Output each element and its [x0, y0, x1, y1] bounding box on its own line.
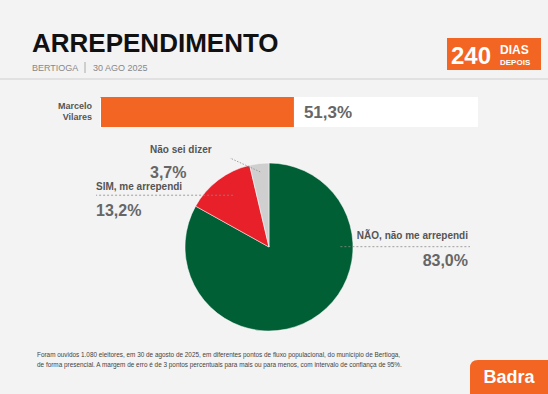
bar	[100, 97, 294, 127]
footnote: de forma presencial. A margem de erro é …	[37, 361, 402, 369]
slice-value-label: 13,2%	[96, 202, 141, 219]
leader-line	[96, 195, 233, 196]
badge-top: DIAS	[500, 43, 529, 57]
category-label-line: Vilares	[63, 112, 92, 122]
badge-box	[447, 38, 541, 70]
axis-line	[100, 98, 101, 128]
header-rule	[0, 79, 548, 80]
place: BERTIOGA	[32, 63, 78, 73]
footnote: Foram ouvidos 1.080 eleitores, em 30 de …	[37, 351, 400, 359]
slice-name: SIM, me arrependi	[96, 181, 182, 192]
title: ARREPENDIMENTO	[32, 28, 279, 58]
pie-group	[185, 163, 353, 331]
subtitle-divider	[85, 62, 86, 73]
bar-track	[100, 97, 478, 127]
pie-slice	[250, 163, 269, 247]
badge-bottom: DEPOIS	[500, 58, 531, 67]
slice-value-label: 3,7%	[150, 164, 186, 181]
date: 30 AGO 2025	[93, 63, 148, 73]
category-label: MarceloVilares	[58, 101, 93, 122]
category-label-line: Marcelo	[58, 101, 93, 111]
slice-value-label: 83,0%	[423, 252, 468, 269]
bar-value-label: 51,3%	[304, 103, 352, 122]
chart-root: ARREPENDIMENTO BERTIOGA 30 AGO 2025 240 DIAS…	[0, 0, 548, 394]
brand-box	[470, 360, 548, 394]
category-tick: MarceloVilares	[58, 101, 100, 122]
leader-line	[230, 158, 260, 172]
bar-group	[100, 97, 294, 127]
category-axis: MarceloVilares	[58, 98, 101, 128]
leader-line	[340, 246, 470, 247]
pie-slice	[185, 163, 353, 331]
badge-number: 240	[451, 42, 491, 69]
slice-name: Não sei dizer	[150, 144, 212, 155]
slice-name: NÃO, não me arrependi	[357, 229, 468, 241]
brand: Badra	[483, 367, 535, 387]
